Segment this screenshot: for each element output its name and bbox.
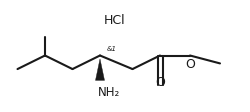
Text: O: O: [155, 76, 165, 88]
Text: O: O: [185, 58, 195, 71]
Text: NH₂: NH₂: [98, 86, 120, 99]
Text: HCl: HCl: [104, 13, 126, 26]
Polygon shape: [96, 59, 104, 81]
Text: &1: &1: [106, 46, 116, 52]
